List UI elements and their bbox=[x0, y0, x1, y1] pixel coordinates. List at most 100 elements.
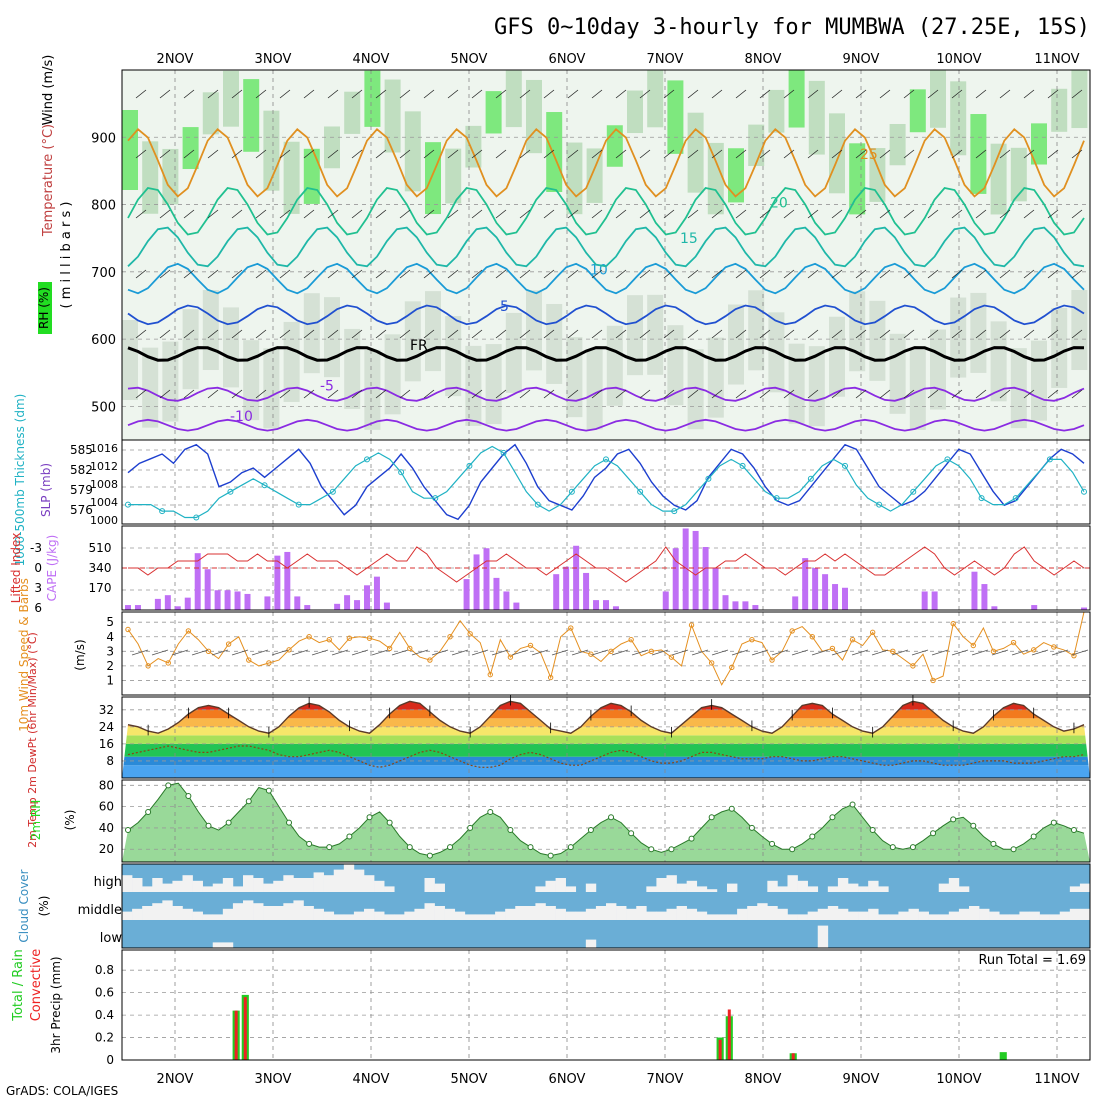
surface-wind-barb bbox=[671, 649, 689, 656]
wind-speed-marker bbox=[588, 651, 594, 657]
rh-shading-cell bbox=[707, 337, 724, 418]
temp-band bbox=[122, 718, 1090, 727]
thickness-marker bbox=[193, 514, 200, 521]
precip-tick: 0.6 bbox=[95, 986, 114, 1000]
rh-shading-cell bbox=[950, 81, 967, 156]
wind-barb bbox=[783, 269, 795, 279]
wind-barb bbox=[687, 329, 699, 339]
cloud-cell bbox=[353, 869, 365, 892]
thickness-marker bbox=[773, 495, 780, 502]
wind-barb bbox=[567, 89, 579, 99]
rh-shading-cell bbox=[1010, 147, 1027, 202]
wind-barb bbox=[207, 209, 219, 219]
cloud-cell bbox=[948, 911, 960, 920]
rh-tick: 40 bbox=[99, 821, 114, 835]
slp-tick: 1004 bbox=[90, 496, 118, 509]
slp-line bbox=[127, 443, 1085, 521]
surface-wind-barb bbox=[531, 649, 549, 656]
wind-barb bbox=[495, 329, 507, 339]
cape-bar bbox=[274, 555, 281, 610]
wind-barb bbox=[735, 389, 747, 399]
rh-marker bbox=[708, 814, 715, 821]
cloud-cell bbox=[1079, 908, 1091, 920]
wind-barb bbox=[159, 89, 171, 99]
temp-band bbox=[122, 765, 1090, 778]
top-date-label: 11NOV bbox=[1034, 52, 1079, 67]
surface-wind-barb bbox=[791, 649, 809, 656]
wind-barb bbox=[663, 209, 675, 219]
rh-shading-cell bbox=[505, 312, 522, 393]
wind-barb bbox=[807, 269, 819, 279]
cloud-cell bbox=[656, 911, 667, 920]
rh-tick: 80 bbox=[99, 778, 114, 792]
surface-wind-barb bbox=[191, 649, 209, 656]
wind-barb bbox=[495, 89, 507, 99]
rh-shading-cell bbox=[889, 333, 906, 414]
cloud-cell bbox=[878, 886, 889, 892]
wind-speed-marker bbox=[809, 634, 815, 640]
wind-barb bbox=[1023, 89, 1035, 99]
rh-marker bbox=[205, 822, 212, 829]
cape-bar bbox=[154, 598, 161, 610]
rh-axis-label: RH (%) bbox=[37, 287, 51, 329]
wind-barb bbox=[663, 89, 675, 99]
wind-barb bbox=[927, 269, 939, 279]
cloud-cell bbox=[999, 914, 1010, 920]
wind-speed-marker bbox=[668, 654, 675, 660]
surface-wind-barb bbox=[431, 649, 449, 656]
thickness-marker bbox=[500, 449, 507, 456]
rh-marker bbox=[889, 844, 896, 851]
bottom-date-axis: 2NOV 3NOV 4NOV 5NOV 6NOV 7NOV 8NOV 9NOV 10NOV 11N… bbox=[157, 1072, 1080, 1087]
rh-shading-cell bbox=[162, 148, 179, 205]
wind-barb bbox=[807, 329, 819, 339]
cloud-cell bbox=[172, 880, 183, 892]
wind-barb bbox=[855, 389, 867, 399]
cloud-cell bbox=[132, 878, 143, 892]
thickness-marker bbox=[978, 495, 985, 502]
rh-shading-cell bbox=[869, 148, 886, 202]
thickness-marker bbox=[637, 488, 644, 495]
isotherm-label: 25 bbox=[860, 147, 878, 163]
wind-barb bbox=[351, 389, 363, 399]
bottom-date-label: 5NOV bbox=[451, 1072, 488, 1087]
surface-wind-barb bbox=[511, 649, 529, 656]
rh-area bbox=[122, 783, 1090, 862]
surface-wind-barb bbox=[711, 649, 729, 656]
thickness-marker bbox=[398, 469, 405, 476]
rh-marker bbox=[1010, 846, 1017, 853]
wind-barb bbox=[375, 209, 387, 219]
slp-frame bbox=[121, 439, 1091, 525]
wind-barb bbox=[423, 329, 435, 339]
cloud-cell bbox=[1039, 914, 1050, 920]
rh-shading-cell bbox=[808, 80, 825, 155]
cloud-cell bbox=[444, 908, 456, 920]
temp-line bbox=[127, 700, 1085, 734]
wind-speed-marker bbox=[527, 642, 534, 649]
chart-title: GFS 0~10day 3-hourly for MUMBWA (27.25E,… bbox=[494, 15, 1090, 40]
rh-shading-cell bbox=[445, 148, 462, 204]
wind-barb bbox=[375, 89, 387, 99]
cloud-cell bbox=[384, 886, 395, 892]
rh-shading-cell bbox=[586, 148, 603, 203]
wind-speed-marker bbox=[1030, 647, 1037, 653]
cloud-cell bbox=[414, 908, 425, 920]
cloud-cell bbox=[535, 903, 546, 920]
cloud-cell bbox=[787, 914, 798, 920]
precip-convective-label: Convective bbox=[29, 949, 44, 1022]
wind-barb bbox=[159, 149, 171, 159]
rh-line bbox=[127, 782, 1085, 857]
wind-barb bbox=[327, 329, 339, 339]
isotherm-label: 5 bbox=[500, 299, 509, 315]
thickness-marker bbox=[364, 456, 370, 463]
slp-axis-label: SLP (mb) bbox=[39, 463, 53, 517]
surface-wind-barb bbox=[171, 649, 189, 656]
wind-speed-marker bbox=[145, 663, 151, 669]
wind-barb bbox=[975, 389, 987, 399]
wind-barb bbox=[951, 389, 963, 399]
rh-marker bbox=[869, 827, 876, 834]
cloud-cell bbox=[787, 875, 798, 892]
rh-marker bbox=[487, 808, 494, 815]
li-axis-label: Lifted Index bbox=[9, 533, 23, 604]
rh-shading-cell bbox=[586, 349, 603, 430]
wind-speed-marker bbox=[306, 634, 312, 640]
